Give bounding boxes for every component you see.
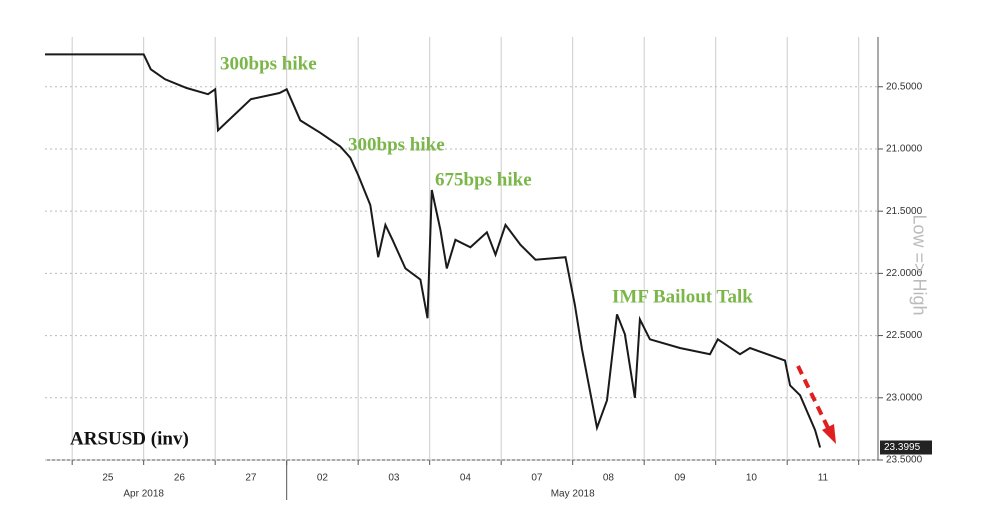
month-label: May 2018 — [551, 489, 595, 500]
y-tick-label: 21.0000 — [886, 144, 923, 155]
arrow-head — [822, 424, 836, 444]
x-tick-label: 03 — [388, 473, 400, 484]
x-tick-label: 11 — [818, 473, 829, 484]
y-tick-label: 22.5000 — [886, 330, 923, 341]
y-axis-label: Low => High — [909, 214, 929, 315]
arrow — [796, 365, 830, 429]
y-tick-label: 22.0000 — [886, 268, 923, 279]
last-value-box — [880, 440, 932, 455]
chart-title: ARSUSD (inv) — [70, 428, 189, 449]
price-line — [45, 53, 822, 448]
x-tick-label: 27 — [245, 473, 257, 484]
x-tick-label: 25 — [102, 473, 114, 484]
y-tick-label: 23.5000 — [886, 455, 923, 466]
x-tick-label: 02 — [317, 473, 329, 484]
x-tick-label: 26 — [174, 473, 186, 484]
last-value-label: 23.3995 — [884, 442, 921, 453]
annotation: 300bps hike — [220, 53, 317, 74]
y-tick-label: 23.0000 — [886, 392, 923, 403]
annotation: 675bps hike — [435, 169, 532, 190]
y-tick-label: 21.5000 — [886, 206, 923, 217]
month-label: Apr 2018 — [123, 489, 164, 500]
y-tick-label: 20.5000 — [886, 81, 923, 92]
annotation: 300bps hike — [348, 134, 445, 155]
x-tick-label: 09 — [674, 473, 686, 484]
annotation: IMF Bailout Talk — [612, 286, 753, 307]
x-tick-label: 04 — [460, 473, 472, 484]
x-tick-label: 10 — [746, 473, 758, 484]
x-tick-label: 08 — [603, 473, 615, 484]
x-tick-label: 07 — [531, 473, 543, 484]
